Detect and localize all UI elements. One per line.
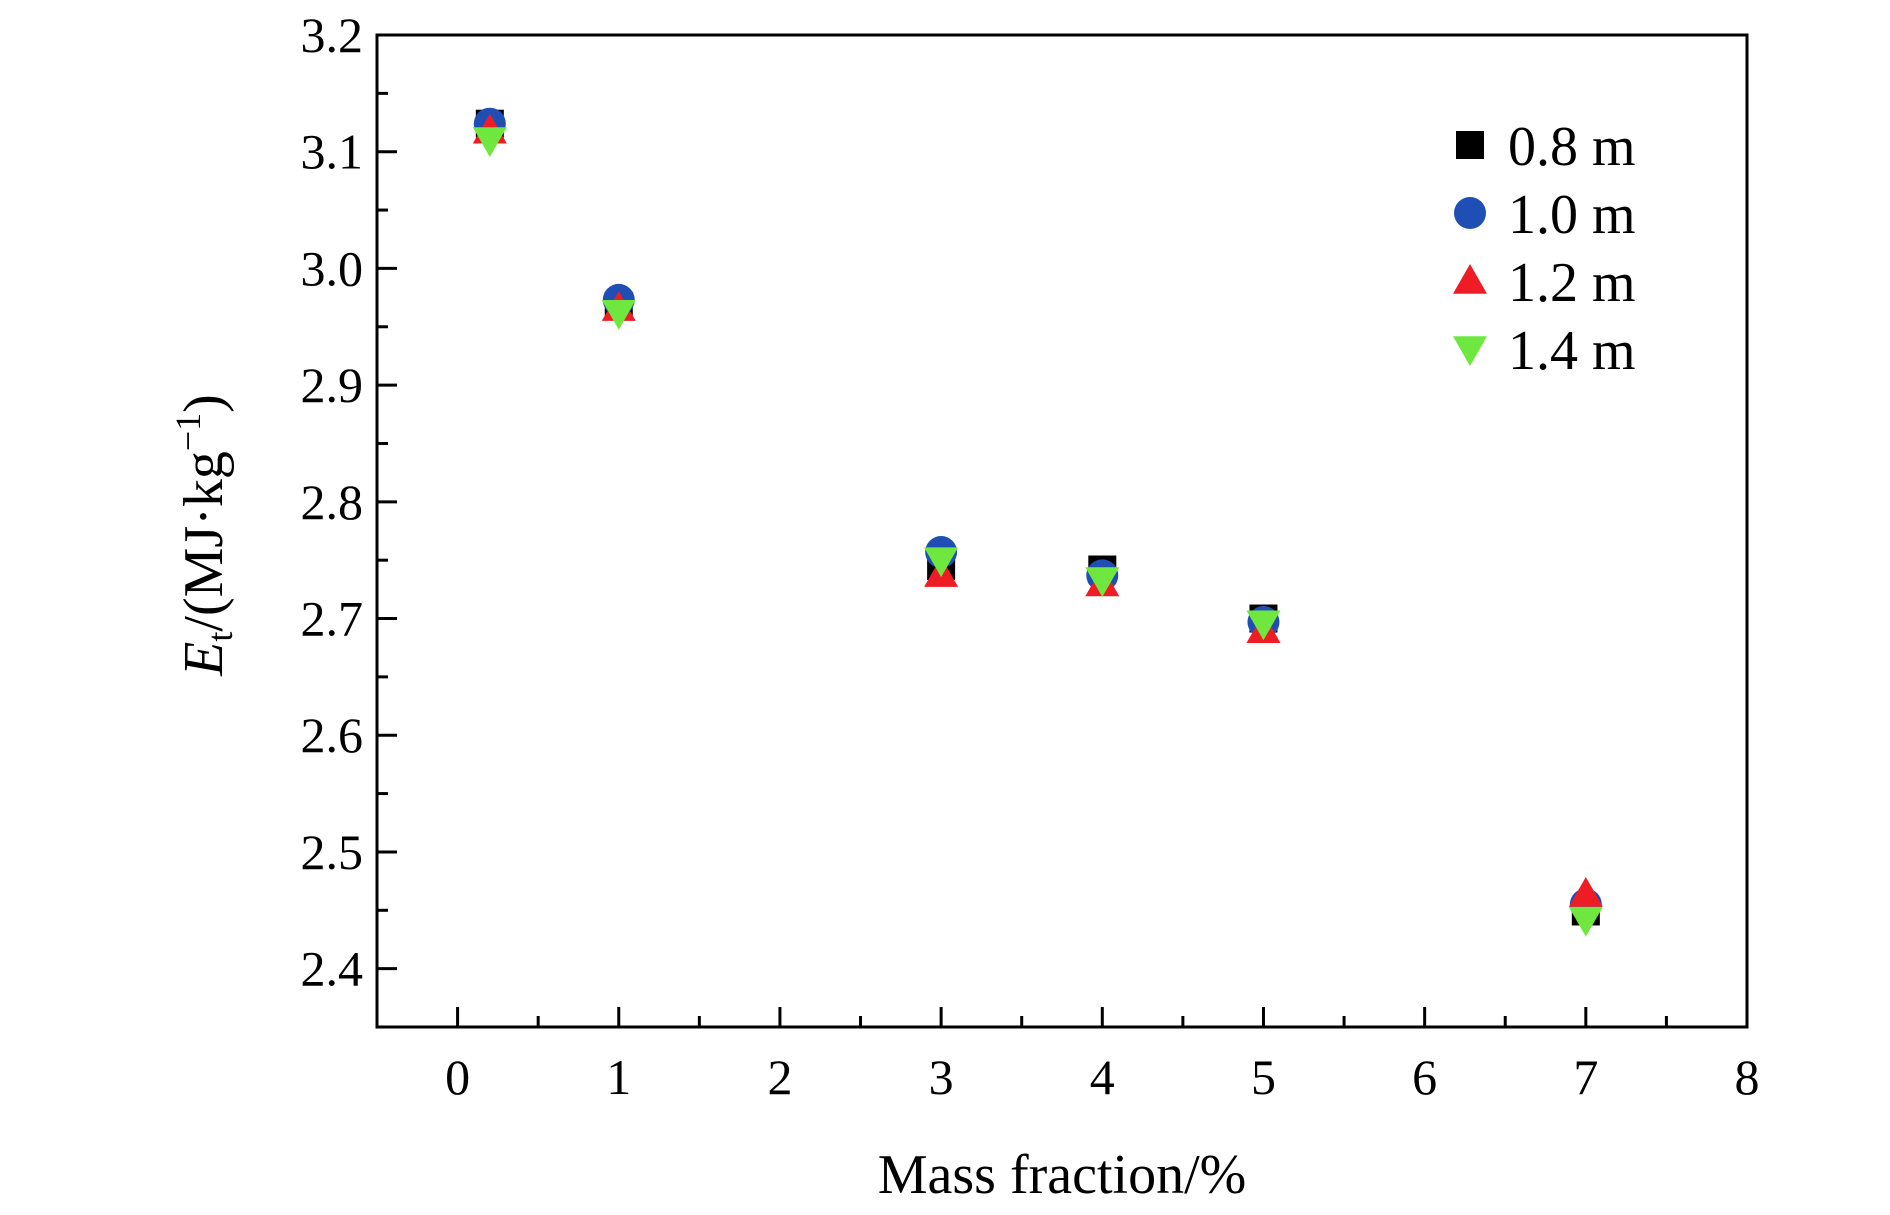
x-axis: 0 1 2 3 4 5 6 7 8 (445, 1007, 1760, 1105)
x-tick-label: 3 (929, 1049, 954, 1105)
series-0-8-m (475, 109, 1600, 926)
y-tick-label: 2.6 (301, 707, 364, 763)
x-tick-label: 6 (1412, 1049, 1437, 1105)
legend: 0.8 m1.0 m1.2 m1.4 m (1453, 116, 1636, 382)
y-axis: 2.4 2.5 2.6 2.7 2.8 2.9 3.0 3.1 3.2 (301, 7, 397, 997)
x-tick-label: 1 (606, 1049, 631, 1105)
y-axis-unit-prefix: /(MJ·kg (173, 451, 235, 631)
data-point (1568, 906, 1603, 937)
legend-label: 0.8 m (1508, 116, 1636, 178)
data-point (924, 547, 959, 578)
x-tick-label: 0 (445, 1049, 470, 1105)
series-1-4-m (472, 127, 1603, 937)
y-tick-label: 3.0 (301, 240, 364, 296)
legend-marker (1454, 197, 1486, 229)
legend-label: 1.2 m (1508, 252, 1636, 314)
y-axis-unit-suffix: ) (173, 394, 235, 413)
y-tick-label: 3.2 (301, 7, 364, 63)
x-tick-label: 5 (1251, 1049, 1276, 1105)
y-tick-label: 2.8 (301, 474, 364, 530)
x-tick-label: 8 (1735, 1049, 1760, 1105)
x-tick-label: 7 (1573, 1049, 1598, 1105)
data-point (601, 300, 636, 330)
y-tick-label: 2.5 (301, 824, 364, 880)
y-tick-label: 2.4 (301, 941, 364, 997)
y-tick-label: 2.9 (301, 357, 364, 413)
legend-label: 1.0 m (1508, 184, 1636, 246)
data-point (472, 127, 507, 158)
data-point (1085, 567, 1120, 598)
x-tick-label: 4 (1090, 1049, 1115, 1105)
y-tick-label: 3.1 (301, 124, 364, 180)
data-point (1246, 610, 1281, 641)
y-axis-symbol: E (173, 642, 235, 677)
y-tick-label: 2.7 (301, 591, 364, 647)
series-1-2-m (472, 113, 1603, 907)
y-axis-unit-superscript: −1 (168, 413, 208, 451)
x-axis-title: Mass fraction/% (878, 1144, 1247, 1206)
legend-marker (1453, 264, 1487, 294)
plot-frame (375, 33, 1749, 1029)
legend-marker (1453, 336, 1487, 366)
x-tick-label: 2 (767, 1049, 792, 1105)
data-point (1568, 876, 1603, 907)
data-points (472, 107, 1603, 937)
legend-label: 1.4 m (1508, 320, 1636, 382)
series-1-0-m (473, 107, 1602, 921)
legend-marker (1456, 131, 1484, 159)
y-axis-title: Et/(MJ·kg−1) (168, 394, 240, 677)
y-axis-subscript: t (200, 632, 240, 642)
